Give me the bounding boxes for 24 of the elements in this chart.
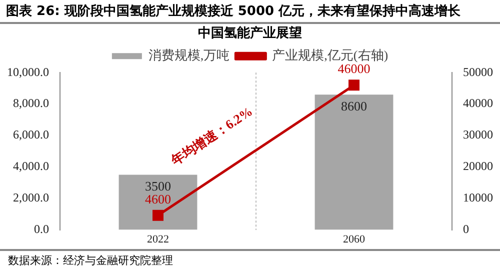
y-tick-label: 0.0	[34, 222, 49, 236]
annotation: 年均增速：6.2%	[168, 104, 256, 169]
y2-tick-label: 40000	[463, 96, 493, 110]
data-label: 46000	[338, 61, 370, 76]
y2-tick-label: 10000	[463, 190, 493, 205]
legend-label: 消费规模,万吨	[148, 48, 230, 63]
data-label: 8600	[341, 98, 367, 114]
chart-title: 图表 26: 现阶段中国氢能产业规模接近 5000 亿元，未来有望保持中高速增长	[0, 0, 500, 24]
source-note: 数据来源：经济与金融研究院整理	[0, 249, 500, 270]
x-tick-label: 2060	[343, 233, 366, 246]
y2-tick-label: 20000	[463, 159, 493, 174]
y-tick-label: 10,000.0	[7, 64, 49, 79]
y-tick-label: 8,000.0	[13, 96, 49, 110]
chart-subtitle: 中国氢能产业展望	[198, 25, 302, 40]
y-tick-label: 4,000.0	[13, 159, 49, 174]
data-label: 4600	[145, 191, 171, 206]
y2-tick-label: 50000	[463, 64, 493, 79]
data-label: 3500	[145, 178, 171, 194]
x-tick-label: 2022	[147, 233, 169, 246]
y-tick-label: 6,000.0	[13, 128, 49, 142]
y2-tick-label: 0	[463, 222, 469, 236]
y2-tick-label: 30000	[463, 128, 493, 142]
y-tick-label: 2,000.0	[13, 190, 49, 205]
legend-label: 产业规模,亿元(右轴)	[272, 48, 388, 63]
